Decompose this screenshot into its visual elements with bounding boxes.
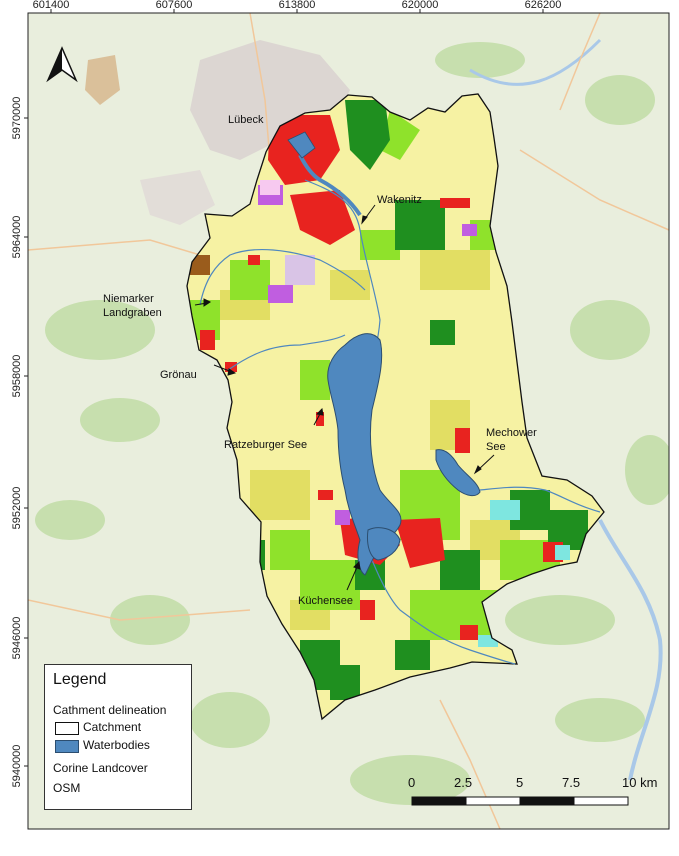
scale-label: 2.5 [454, 775, 473, 790]
x-tick-label: 620000 [402, 0, 439, 11]
streams [199, 179, 601, 665]
label-mechower-2: See [486, 441, 506, 453]
y-tick-label: 5970000 [11, 97, 23, 140]
y-tick-label: 5946000 [11, 617, 23, 660]
osm-river [598, 519, 663, 781]
legend-osm: OSM [53, 781, 81, 795]
legend-swatch-catchment [55, 722, 79, 735]
wakenitz-river [298, 154, 362, 217]
legend-box: Legend Cathment delineation Catchment Wa… [44, 664, 192, 810]
label-kuchensee: Küchensee [298, 595, 353, 607]
label-mechower-1: Mechower [486, 427, 537, 439]
map-area: Lübeck Wakenitz Niemarker Landgraben Grö… [28, 13, 669, 829]
lubeck-water [287, 131, 316, 159]
legend-corine: Corine Landcover [53, 761, 148, 775]
osm-canal [469, 38, 602, 86]
scale-label: 0 [408, 775, 416, 790]
x-tick-label: 607600 [156, 0, 193, 11]
axis-ticks [24, 9, 544, 767]
label-lubeck: Lübeck [228, 114, 264, 126]
y-tick-label: 5940000 [11, 745, 23, 788]
legend-label-catchment: Catchment [83, 720, 142, 734]
x-tick-label: 601400 [33, 0, 70, 11]
place-labels: Lübeck Wakenitz Niemarker Landgraben Grö… [103, 114, 537, 607]
label-ratzeburger-see: Ratzeburger See [224, 439, 307, 451]
osm-roads [28, 13, 669, 829]
label-gronau: Grönau [160, 369, 197, 381]
scale-label: 5 [516, 775, 524, 790]
catchment-boundary [186, 93, 605, 721]
legend-group-catchment: Cathment delineation [53, 703, 167, 717]
map-frame [27, 12, 670, 830]
hatched-area [85, 55, 120, 105]
label-wakenitz: Wakenitz [377, 194, 422, 206]
y-tick-label: 5952000 [11, 487, 23, 530]
y-tick-labels: 5970000 5964000 5958000 5952000 5946000 … [11, 97, 23, 788]
scale-bar [411, 796, 629, 806]
annotation-arrows [194, 204, 495, 591]
label-niemarker-2: Landgraben [103, 307, 162, 319]
y-tick-label: 5964000 [11, 216, 23, 259]
kuchensee [367, 527, 401, 561]
scale-label: 7.5 [562, 775, 581, 790]
x-tick-label: 613800 [279, 0, 316, 11]
lubeck-urban-area-2 [140, 170, 215, 225]
scale-label: 10 km [622, 775, 658, 790]
label-niemarker-1: Niemarker [103, 293, 154, 305]
legend-label-waterbodies: Waterbodies [83, 738, 150, 752]
legend-title: Legend [53, 671, 107, 688]
osm-forest-patches [35, 42, 669, 805]
y-tick-label: 5958000 [11, 355, 23, 398]
north-arrow-icon [46, 46, 78, 83]
mechower-see [435, 449, 481, 497]
legend-swatch-waterbodies [55, 740, 79, 753]
x-tick-label: 626200 [525, 0, 562, 11]
x-tick-labels: 601400 607600 613800 620000 626200 [33, 0, 562, 11]
